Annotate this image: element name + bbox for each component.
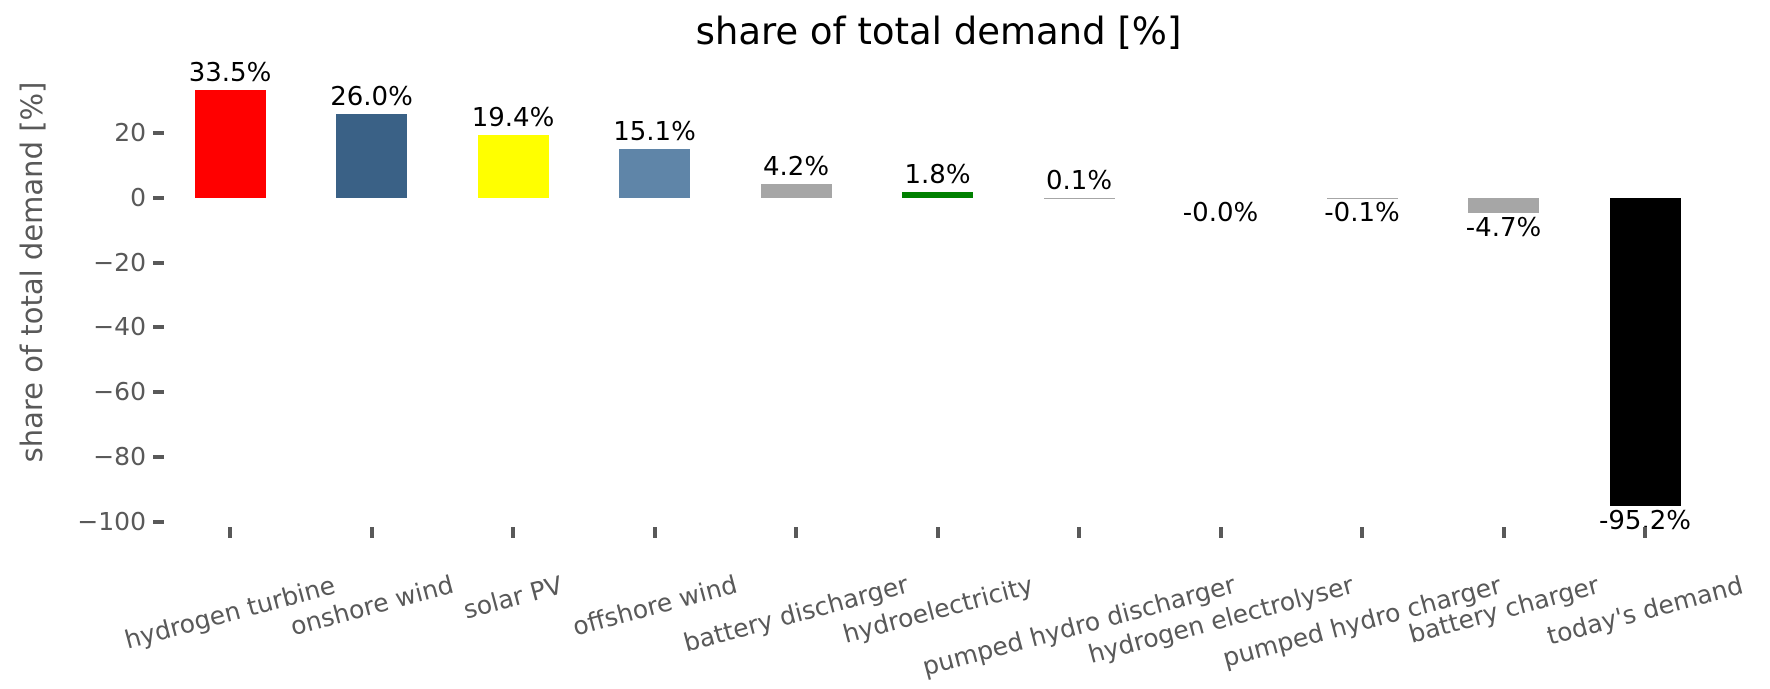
y-tick-label: −100 [77, 506, 146, 536]
bar-value-label-onshore-wind: 26.0% [330, 81, 413, 112]
bar-battery-discharger [760, 184, 832, 198]
y-tick-label: −40 [93, 312, 146, 342]
y-tick [153, 260, 164, 265]
x-tick [1643, 527, 1647, 538]
bar-value-label-battery-discharger: 4.2% [762, 152, 830, 183]
x-tick [794, 527, 798, 538]
x-tick [369, 527, 374, 538]
bar-hydroelectricity [902, 192, 973, 198]
y-tick [153, 454, 164, 459]
bar-battery-charger [1468, 198, 1539, 214]
y-tick [153, 519, 164, 524]
y-tick [153, 196, 164, 200]
x-tick [652, 527, 657, 538]
y-tick [153, 390, 164, 395]
y-tick-label: −80 [93, 441, 146, 471]
x-tick [1077, 527, 1081, 538]
x-tick [935, 527, 940, 538]
y-tick-label: −60 [93, 377, 146, 407]
x-tick-label-solar-pv: solar PV [460, 569, 566, 625]
x-tick [1501, 527, 1506, 538]
y-tick-label: 0 [130, 183, 146, 212]
y-tick-label: 20 [114, 118, 146, 148]
x-tick [1360, 527, 1364, 538]
bar-solar-pv [477, 135, 549, 198]
bar-today-s-demand [1609, 198, 1681, 507]
x-tick [228, 527, 232, 538]
bar-offshore-wind [619, 149, 690, 198]
bar-onshore-wind [336, 113, 407, 198]
x-tick [1218, 527, 1223, 538]
bar-value-label-offshore-wind: 15.1% [613, 117, 696, 148]
bar-value-label-hydrogen-turbine: 33.5% [188, 57, 272, 88]
y-tick-label: −20 [93, 247, 146, 277]
bar-value-label-hydrogen-electrolyser: -0.0% [1182, 198, 1259, 228]
bar-value-label-pumped-hydro-charger: -0.1% [1324, 198, 1400, 229]
bar-hydrogen-turbine [194, 89, 266, 198]
y-tick [153, 325, 164, 330]
x-tick [511, 527, 515, 538]
y-tick [153, 131, 164, 136]
bar-value-label-solar-pv: 19.4% [471, 103, 555, 134]
bar-value-label-battery-charger: -4.7% [1465, 213, 1542, 244]
bar-value-label-hydroelectricity: 1.8% [904, 160, 971, 191]
chart-title: share of total demand [%] [695, 10, 1182, 53]
bar-value-label-pumped-hydro-discharger: 0.1% [1045, 165, 1113, 196]
